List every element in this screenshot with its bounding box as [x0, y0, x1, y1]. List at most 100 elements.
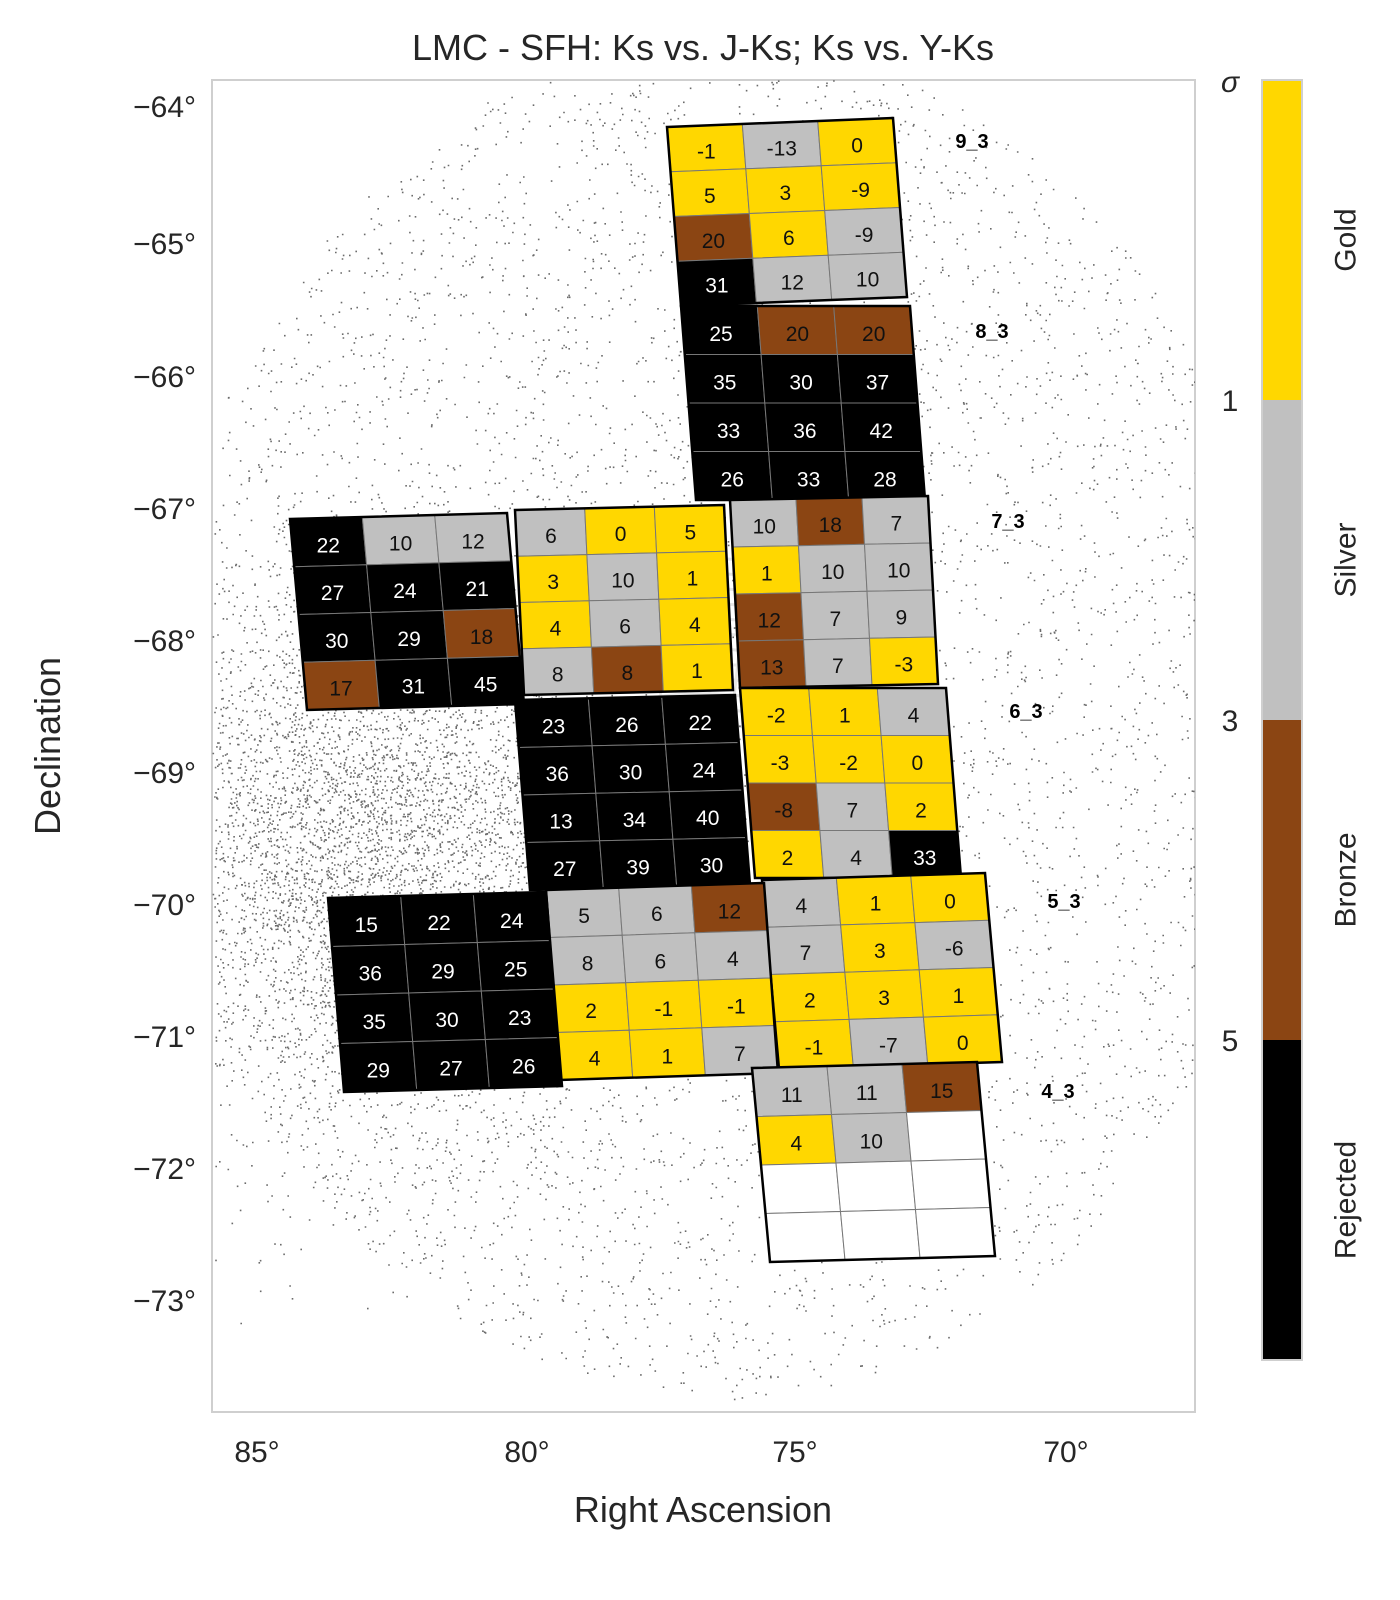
tile-value: 4 — [908, 704, 920, 727]
colorbar-segment — [1262, 1040, 1302, 1360]
tile-value: 31 — [402, 676, 425, 699]
field-4-3: 11 11 15 4 10 4_3 — [750, 1060, 1075, 1264]
tile-value: -8 — [774, 799, 793, 822]
tile-value: 2 — [804, 990, 816, 1013]
tile-value: 23 — [542, 715, 565, 738]
tile-value: 22 — [317, 534, 340, 557]
tile-value: 8 — [622, 662, 634, 685]
colorbar-category-label: Gold — [1330, 208, 1363, 271]
tile-value: 13 — [760, 656, 783, 679]
tile-value: -1 — [697, 140, 716, 163]
tile-value: 4 — [790, 1132, 802, 1155]
y-tick-label: −73° — [133, 1285, 196, 1318]
tile-value: 11 — [856, 1082, 878, 1105]
field-7-4: 6 0 5 3 10 1 4 6 4 8 8 1 — [513, 503, 735, 697]
tile-value: 1 — [870, 893, 882, 916]
colorbar-sigma-label: σ — [1221, 66, 1241, 99]
tile-value: 1 — [839, 704, 851, 727]
tile-value: 10 — [821, 561, 844, 584]
tile-value: 36 — [359, 962, 382, 985]
tile-cell — [760, 1162, 842, 1215]
x-tick-label: 70° — [1043, 1436, 1088, 1469]
tile-value: 4 — [727, 948, 739, 971]
tile-value: 30 — [325, 630, 348, 653]
tile-value: 33 — [797, 468, 820, 491]
tile-value: 34 — [623, 809, 647, 832]
tile-value: 37 — [866, 371, 889, 394]
tile-value: 30 — [700, 855, 723, 878]
tile-value: 5 — [684, 522, 696, 545]
y-tick-label: −64° — [133, 91, 196, 124]
field-8-3: 25 20 20 35 30 37 33 36 42 26 33 28 8_3 — [679, 304, 1009, 502]
tile-value: 24 — [500, 910, 524, 933]
tile-value: 4 — [795, 895, 807, 918]
tile-value: -9 — [855, 224, 874, 247]
colorbar-category-label: Silver — [1330, 522, 1363, 597]
tile-value: 40 — [696, 807, 719, 830]
tile-value: 10 — [887, 560, 910, 583]
y-tick-label: −67° — [133, 493, 196, 526]
field-5-5: 15 22 24 36 29 25 35 30 23 29 27 26 — [326, 890, 564, 1094]
tile-value: 25 — [504, 958, 527, 981]
tile-value: 27 — [321, 582, 344, 605]
tile-value: 23 — [508, 1007, 531, 1030]
tile-value: 7 — [890, 513, 902, 536]
tile-value: 36 — [793, 420, 816, 443]
colorbar-segment — [1262, 720, 1302, 1040]
tile-value: 0 — [911, 752, 923, 775]
tile-value: 30 — [435, 1009, 458, 1032]
tile-value: 12 — [461, 530, 484, 553]
tile-value: 12 — [718, 900, 741, 923]
tile-border — [513, 503, 735, 697]
tile-value: 10 — [753, 515, 776, 538]
colorbar-tick-label: 3 — [1222, 705, 1239, 738]
tile-value: -3 — [894, 654, 913, 677]
tile-value: 6 — [545, 525, 557, 548]
field-label: 5_3 — [1047, 891, 1080, 913]
colorbar-segment — [1262, 400, 1302, 720]
tile-value: 15 — [930, 1080, 953, 1103]
tile-value: 10 — [860, 1130, 883, 1153]
tile-value: 4 — [689, 614, 701, 637]
tile-value: 26 — [512, 1055, 535, 1078]
y-tick-label: −72° — [133, 1153, 196, 1186]
tile-value: 7 — [847, 799, 859, 822]
tile-value: 4 — [850, 847, 862, 870]
tile-value: 2 — [782, 847, 794, 870]
colorbar-frame — [1261, 79, 1303, 1361]
tile-value: 26 — [721, 468, 744, 491]
tile-value: 6 — [654, 950, 666, 973]
tile-value: 27 — [553, 858, 576, 881]
tile-value: 30 — [789, 371, 812, 394]
tile-value: 30 — [619, 761, 642, 784]
tile-value: 26 — [615, 714, 638, 737]
tile-value: -2 — [767, 704, 786, 727]
tile-value: -2 — [839, 752, 858, 775]
field-label: 8_3 — [975, 321, 1008, 343]
tile-value: 1 — [691, 660, 703, 683]
tile-value: 33 — [717, 420, 740, 443]
tile-value: 3 — [878, 987, 890, 1010]
tile-value: 0 — [944, 890, 956, 913]
tile-value: 5 — [578, 905, 590, 928]
tile-value: -1 — [654, 998, 673, 1021]
tile-value: 42 — [870, 420, 893, 443]
tile-value: 6 — [783, 227, 795, 250]
tile-value: 7 — [800, 942, 812, 965]
tile-value: 4 — [550, 617, 562, 640]
tile-value: 2 — [915, 799, 927, 822]
tile-value: 17 — [329, 678, 352, 701]
field-9-3: -1 -13 0 5 3 -9 20 6 -9 31 12 10 9_3 — [665, 116, 989, 308]
tile-value: 8 — [552, 664, 564, 687]
tile-value: 35 — [713, 371, 736, 394]
y-tick-label: −71° — [133, 1021, 196, 1054]
y-tick-label: −66° — [133, 361, 196, 394]
tile-value: 39 — [626, 856, 649, 879]
tile-border — [665, 116, 909, 308]
tile-value: 5 — [704, 185, 716, 208]
tile-value: 24 — [692, 760, 716, 783]
y-tick-label: −65° — [133, 228, 196, 261]
tile-value: 1 — [661, 1045, 673, 1068]
